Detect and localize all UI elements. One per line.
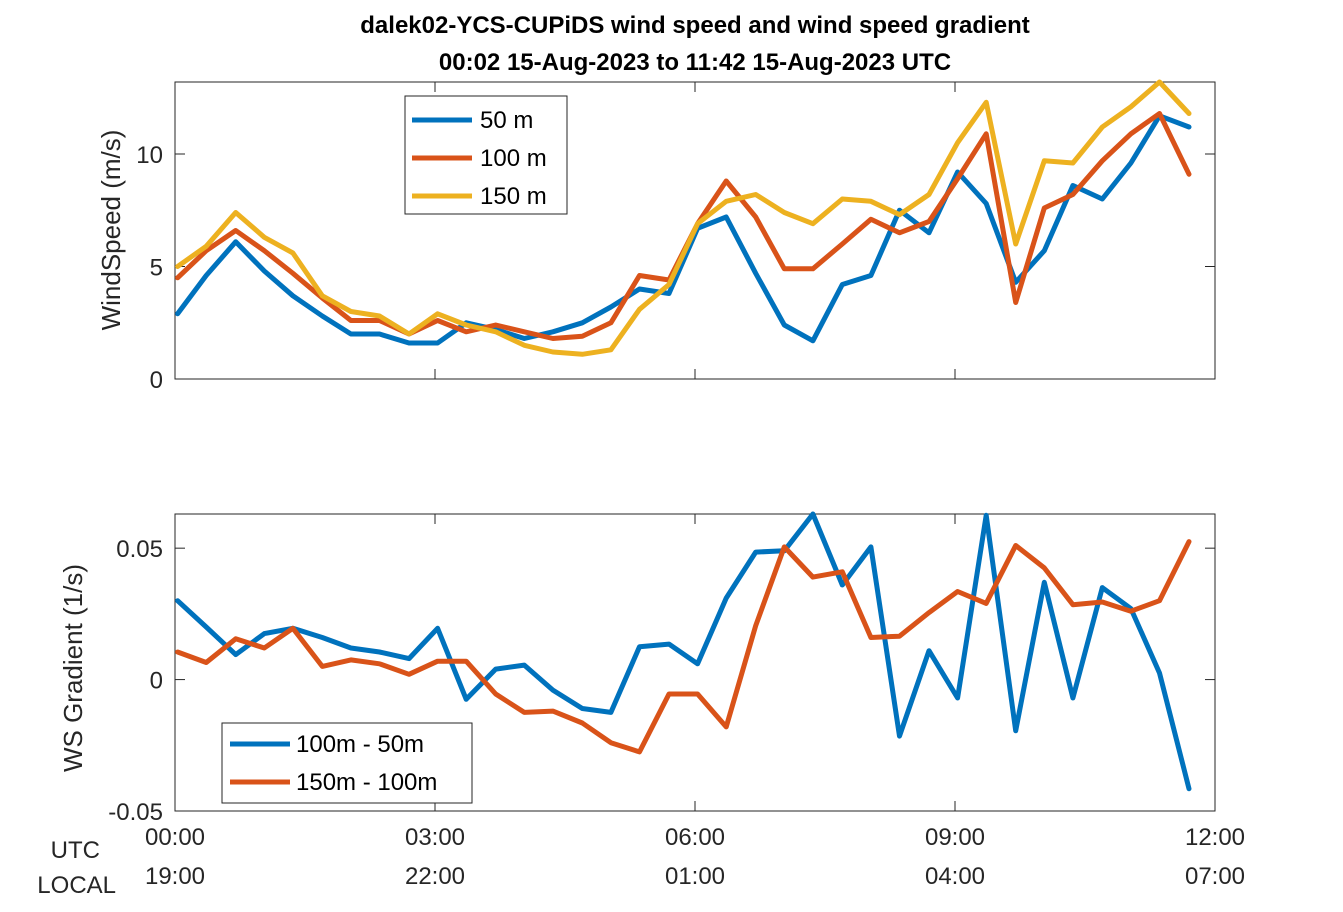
windspeed-ytick-label: 0: [150, 367, 163, 394]
local-tick-label: 01:00: [665, 863, 725, 890]
legend-label-150m: 150 m: [480, 183, 547, 210]
local-axis-label: LOCAL: [37, 872, 116, 899]
utc-tick-label: 12:00: [1185, 824, 1245, 851]
windspeed-ytick-label: 5: [150, 255, 163, 282]
legend-label-50m: 50 m: [480, 107, 533, 134]
utc-tick-label: 00:00: [145, 824, 205, 851]
windspeed-plot: 0 5 10 WindSpeed (m/s) 50 m 100 m 150 m: [96, 79, 1216, 394]
gradient-ytick-label: 0.05: [116, 536, 163, 563]
x-tick-labels: 00:00 19:00 03:00 22:00 06:00 01:00 09:00 04:00…: [145, 824, 1245, 890]
legend-label-100m: 100 m: [480, 145, 547, 172]
gradient-ytick-label: 0: [150, 668, 163, 695]
gradient-series-100m-50m: [175, 511, 1192, 792]
chart-title: dalek02-YCS-CUPiDS wind speed and wind s…: [360, 12, 1029, 39]
legend-label-150m-100m: 150m - 100m: [296, 769, 437, 796]
legend-label-100m-50m: 100m - 50m: [296, 731, 424, 758]
utc-tick-label: 09:00: [925, 824, 985, 851]
local-tick-label: 07:00: [1185, 863, 1245, 890]
windspeed-series-50-m: [175, 113, 1192, 346]
local-tick-label: 19:00: [145, 863, 205, 890]
utc-tick-label: 03:00: [405, 824, 465, 851]
local-tick-label: 22:00: [405, 863, 465, 890]
local-tick-label: 04:00: [925, 863, 985, 890]
gradient-legend: 100m - 50m 150m - 100m: [221, 722, 473, 804]
gradient-ylabel: WS Gradient (1/s): [58, 564, 88, 772]
utc-axis-label: UTC: [51, 837, 100, 864]
chart-subtitle: 00:02 15-Aug-2023 to 11:42 15-Aug-2023 U…: [439, 49, 951, 76]
gradient-ytick-label: -0.05: [108, 799, 163, 826]
windspeed-ytick-label: 10: [136, 142, 163, 169]
gradient-series-150m-100m: [175, 539, 1192, 755]
windspeed-ylabel: WindSpeed (m/s): [96, 130, 126, 331]
windspeed-legend: 50 m 100 m 150 m: [404, 95, 568, 215]
utc-tick-label: 06:00: [665, 824, 725, 851]
gradient-plot: -0.05 0 0.05 WS Gradient (1/s) 100m - 50m …: [58, 511, 1216, 826]
windspeed-series-150-m: [175, 79, 1192, 357]
